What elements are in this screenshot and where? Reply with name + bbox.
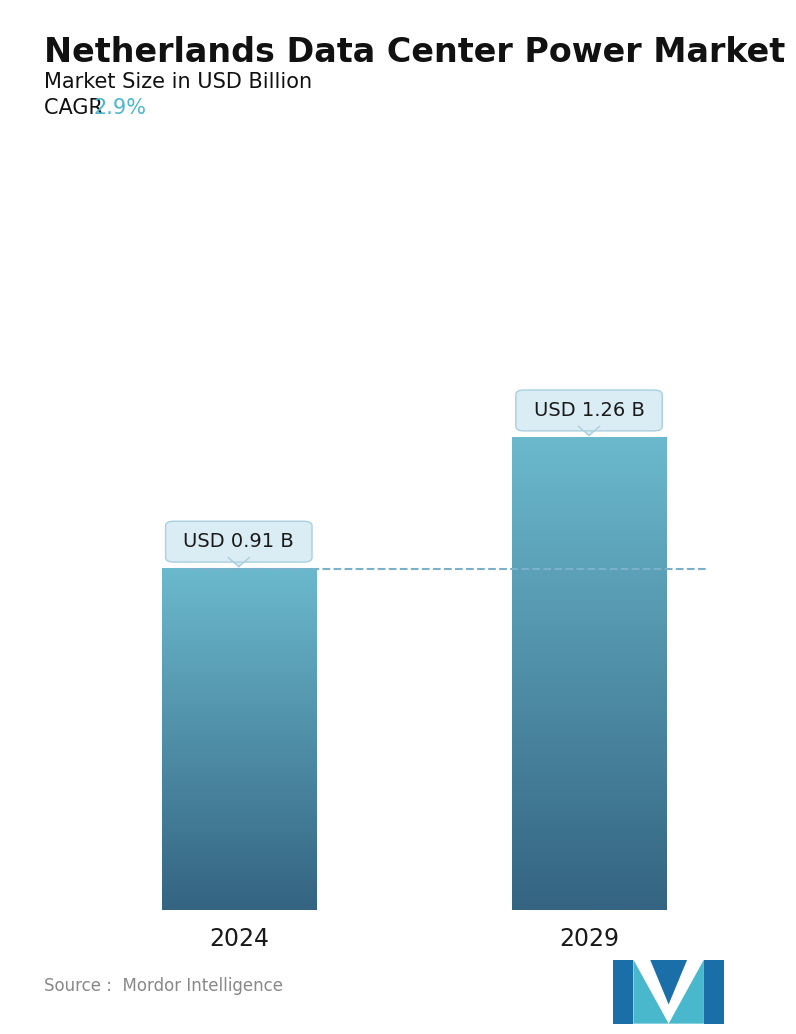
Text: CAGR: CAGR <box>44 98 109 118</box>
Polygon shape <box>613 960 634 1024</box>
Polygon shape <box>228 557 249 567</box>
Text: Market Size in USD Billion: Market Size in USD Billion <box>44 72 312 92</box>
Polygon shape <box>579 426 599 435</box>
Text: Netherlands Data Center Power Market: Netherlands Data Center Power Market <box>44 36 785 69</box>
Polygon shape <box>634 960 669 1024</box>
Polygon shape <box>704 960 724 1024</box>
Text: Source :  Mordor Intelligence: Source : Mordor Intelligence <box>44 977 283 995</box>
Polygon shape <box>669 960 704 1024</box>
FancyBboxPatch shape <box>516 390 662 431</box>
Polygon shape <box>650 960 687 1004</box>
Text: USD 1.26 B: USD 1.26 B <box>533 401 645 420</box>
Text: 2.9%: 2.9% <box>93 98 146 118</box>
Text: USD 0.91 B: USD 0.91 B <box>183 533 295 551</box>
FancyBboxPatch shape <box>166 521 312 562</box>
